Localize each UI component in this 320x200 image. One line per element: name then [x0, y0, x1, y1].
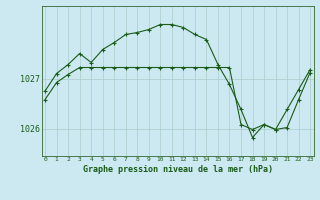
X-axis label: Graphe pression niveau de la mer (hPa): Graphe pression niveau de la mer (hPa) [83, 165, 273, 174]
